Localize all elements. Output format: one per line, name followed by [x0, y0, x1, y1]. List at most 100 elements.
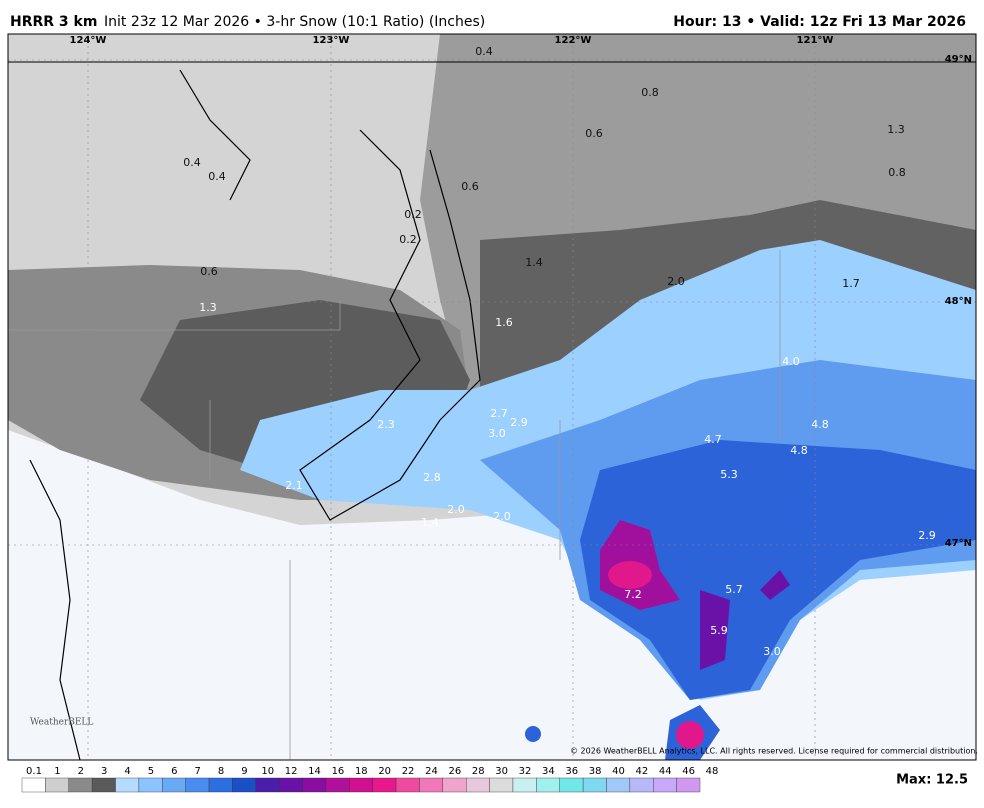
- snow-amount: 0.6: [461, 180, 479, 193]
- colorbar-swatch: [21, 777, 46, 793]
- copyright: © 2026 WeatherBELL Analytics, LLC. All r…: [570, 747, 978, 756]
- colorbar-swatch: [302, 777, 327, 793]
- longitude-label: 122°W: [555, 35, 592, 46]
- snow-amount: 5.7: [725, 583, 743, 596]
- valid-time: Hour: 13 • Valid: 12z Fri 13 Mar 2026: [673, 14, 966, 30]
- colorbar-swatch: [208, 777, 233, 793]
- colorbar-label: 16: [332, 766, 345, 777]
- latitude-label: 47°N: [945, 538, 972, 549]
- snow-amount: 1.6: [495, 316, 513, 329]
- colorbar-label: 6: [171, 766, 177, 777]
- snow-amount: 1.3: [199, 301, 217, 314]
- colorbar-label: 12: [285, 766, 298, 777]
- snow-dark-blue: [525, 726, 541, 742]
- snow-amount: 0.4: [208, 170, 226, 183]
- snow-amount: 4.7: [704, 433, 722, 446]
- colorbar-swatch: [466, 777, 490, 793]
- snow-amount: 2.1: [285, 479, 303, 492]
- model-name: HRRR 3 km: [10, 14, 97, 30]
- colorbar-swatch: [512, 777, 537, 793]
- snow-amount: 2.0: [493, 510, 511, 523]
- colorbar-label: 40: [612, 766, 625, 777]
- snow-amount: 2.0: [447, 503, 465, 516]
- coastline: [179, 69, 481, 521]
- logo: WeatherBELL: [30, 718, 93, 728]
- colorbar-swatch: [606, 777, 631, 793]
- longitude-label: 123°W: [313, 35, 350, 46]
- colorbar-label: 28: [472, 766, 485, 777]
- snow-amount: 2.8: [423, 471, 441, 484]
- colorbar-swatch: [162, 777, 186, 793]
- snow-amount: 0.6: [585, 127, 603, 140]
- colorbar-label: 24: [425, 766, 438, 777]
- colorbar-swatch: [676, 777, 701, 793]
- snow-amount: 4.0: [782, 355, 800, 368]
- map-field: [8, 34, 976, 760]
- county-lines: [8, 250, 781, 760]
- snow-amount: 2.9: [510, 416, 528, 429]
- colorbar-label: 10: [261, 766, 274, 777]
- snow-amount: 1.4: [525, 256, 543, 269]
- colorbar-swatch: [91, 777, 116, 793]
- snow-amount: 0.4: [475, 45, 493, 58]
- snow-amount: 5.3: [720, 468, 738, 481]
- latitude-label: 49°N: [945, 54, 972, 65]
- snow-amount: 0.2: [399, 233, 417, 246]
- colorbar-swatch: [653, 777, 677, 793]
- colorbar-label: 30: [495, 766, 508, 777]
- colorbar-label: 20: [378, 766, 391, 777]
- snow-amount: 3.0: [488, 427, 506, 440]
- colorbar-swatch: [138, 777, 163, 793]
- snow-amount: 4.8: [790, 444, 808, 457]
- colorbar-swatch: [349, 777, 373, 793]
- snow-amount: 7.2: [624, 588, 642, 601]
- colorbar-label: 18: [355, 766, 368, 777]
- colorbar-label: 1: [54, 766, 60, 777]
- colorbar-swatch: [278, 777, 303, 793]
- snow-dark-blue: [580, 440, 976, 700]
- colorbar-swatch: [232, 777, 256, 793]
- longitude-label: 124°W: [70, 35, 107, 46]
- colorbar-label: 48: [706, 766, 719, 777]
- snow-amount: 0.4: [183, 156, 201, 169]
- coastline: [29, 459, 81, 760]
- colorbar-swatch: [582, 777, 607, 793]
- colorbar-swatch: [115, 777, 140, 793]
- snow-amount: 1.3: [887, 123, 905, 136]
- snow-amount: 5.9: [710, 624, 728, 637]
- snow-amount: 2.0: [667, 275, 685, 288]
- snow-amount: 2.3: [377, 418, 395, 431]
- colorbar-label: 3: [101, 766, 107, 777]
- colorbar-swatch: [419, 777, 444, 793]
- colorbar-swatch: [536, 777, 560, 793]
- colorbar-swatch: [629, 777, 654, 793]
- colorbar-label: 7: [194, 766, 200, 777]
- latitude-label: 48°N: [945, 296, 972, 307]
- colorbar-label: 42: [635, 766, 648, 777]
- colorbar-label: 36: [565, 766, 578, 777]
- colorbar-label: 9: [241, 766, 247, 777]
- colorbar-label: 8: [218, 766, 224, 777]
- colorbar-swatch: [442, 777, 467, 793]
- colorbar-label: 26: [448, 766, 461, 777]
- colorbar-label: 2: [78, 766, 84, 777]
- colorbar-swatch: [372, 777, 397, 793]
- snow-purple: [700, 590, 730, 670]
- colorbar-label: 44: [659, 766, 672, 777]
- max-value: Max: 12.5: [896, 773, 968, 788]
- map-frame: [7, 33, 977, 761]
- colorbar-label: 32: [519, 766, 532, 777]
- snow-amount: 4.8: [811, 418, 829, 431]
- snow-amount: 1.4: [421, 516, 439, 529]
- snow-purple: [760, 570, 790, 600]
- colorbar-label: 34: [542, 766, 555, 777]
- snow-amount: 0.8: [641, 86, 659, 99]
- colorbar-swatch: [45, 777, 69, 793]
- colorbar-swatch: [489, 777, 514, 793]
- colorbar-swatch: [325, 777, 350, 793]
- colorbar-swatch: [68, 777, 93, 793]
- description: Init 23z 12 Mar 2026 • 3-hr Snow (10:1 R…: [104, 14, 485, 30]
- colorbar-swatch: [395, 777, 420, 793]
